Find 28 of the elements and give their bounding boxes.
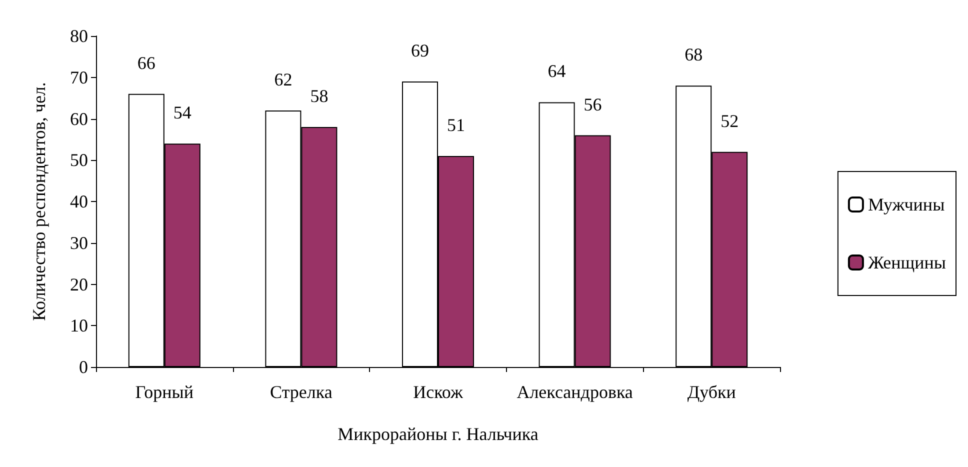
x-tick-label: Александровка [516,382,633,402]
data-label: 64 [548,61,566,82]
x-tick-label: Искож [413,382,464,402]
data-label: 52 [720,110,739,131]
x-tick-label: Горный [135,382,194,402]
y-tick-label: 80 [70,26,88,46]
data-label: 68 [684,44,703,65]
y-tick-label: 70 [70,67,88,88]
data-label: 69 [411,40,429,61]
y-tick-label: 40 [70,192,88,212]
x-tick-label: Стрелка [270,382,332,402]
data-label: 62 [274,69,292,90]
y-tick-label: 10 [70,316,88,336]
y-tick-label: 0 [79,357,88,377]
y-tick-label: 60 [70,108,88,129]
y-tick-label: 50 [70,150,88,170]
y-axis-title: Количество респондентов, чел. [29,82,49,321]
y-tick-label: 30 [70,232,88,253]
legend-label: Мужчины [868,194,945,214]
x-axis-title: Микрорайоны г. Нальчика [338,424,538,444]
x-tick-label: Дубки [687,382,736,402]
data-label: 51 [447,114,465,135]
data-label: 56 [584,94,602,114]
y-tick-label: 20 [70,274,88,294]
legend-label: Женщины [868,252,946,272]
data-label: 58 [310,86,328,106]
data-label: 66 [137,52,156,73]
data-label: 54 [173,102,192,123]
